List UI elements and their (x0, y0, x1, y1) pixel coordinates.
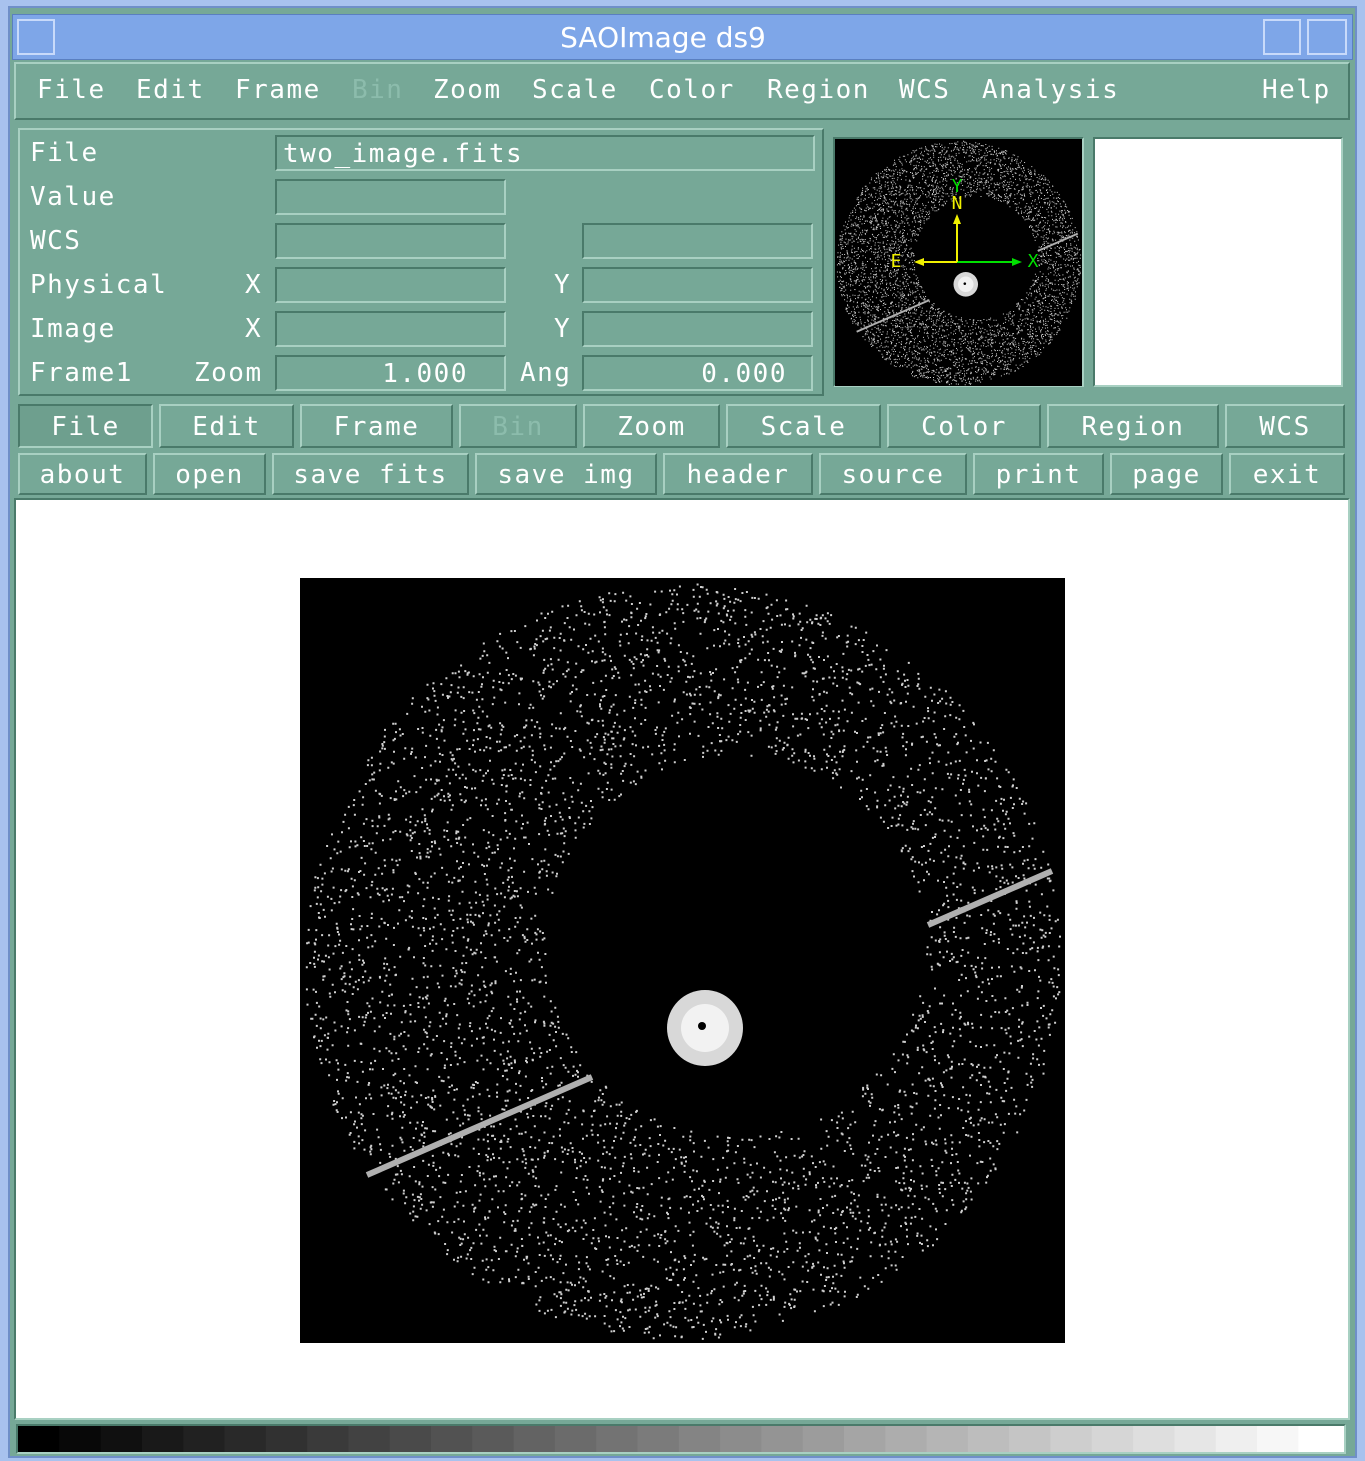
menu-item[interactable]: Analysis (982, 75, 1120, 105)
menu-item[interactable]: Color (649, 75, 735, 105)
info-field (275, 267, 506, 303)
field-value: two_image.fits (283, 139, 524, 169)
info-field: 1.000 (275, 355, 506, 391)
group-button-label: Zoom (617, 412, 686, 442)
window-menu-button[interactable] (17, 19, 55, 55)
colorbar-frame (16, 1424, 1346, 1454)
info-field (582, 223, 813, 259)
info-field (582, 267, 813, 303)
group-button[interactable]: File (18, 404, 153, 448)
group-button[interactable]: Edit (159, 404, 294, 448)
menubar (14, 62, 1350, 120)
info-label: File (30, 138, 99, 168)
group-button: Bin (459, 404, 577, 448)
menu-item[interactable]: Zoom (433, 75, 502, 105)
info-panel (18, 128, 824, 396)
command-button[interactable]: exit (1229, 453, 1345, 495)
command-button-label: save fits (293, 460, 448, 490)
command-button[interactable]: page (1110, 453, 1223, 495)
menu-item: Bin (352, 75, 404, 105)
maximize-button[interactable] (1307, 19, 1347, 55)
info-label: Physical (30, 270, 168, 300)
group-button-label: Bin (492, 412, 544, 442)
command-button-label: page (1132, 460, 1201, 490)
info-field (582, 311, 813, 347)
command-button-label: save img (497, 460, 635, 490)
info-label: Value (30, 182, 116, 212)
group-button-label: Frame (333, 412, 420, 442)
magnifier (1093, 137, 1343, 387)
info-label: Image (30, 314, 116, 344)
group-button-label: Edit (192, 412, 261, 442)
group-button-label: WCS (1259, 412, 1311, 442)
group-button[interactable]: Region (1047, 404, 1219, 448)
menu-item[interactable]: Region (767, 75, 870, 105)
zoom-label: Zoom (194, 358, 263, 388)
command-button-label: exit (1252, 460, 1322, 490)
group-button[interactable]: Zoom (583, 404, 720, 448)
group-button-label: Scale (760, 412, 847, 442)
zoom-value: 1.000 (382, 359, 468, 389)
info-field: 0.000 (582, 355, 813, 391)
angle-value: 0.000 (701, 359, 787, 389)
menu-item[interactable]: Help (1262, 75, 1331, 105)
axis-label: X (245, 314, 263, 344)
info-field (275, 179, 506, 215)
menu-item[interactable]: Edit (136, 75, 205, 105)
image-canvas (14, 498, 1350, 1420)
group-button-label: Region (1081, 412, 1185, 442)
command-button[interactable]: header (663, 453, 813, 495)
group-button-label: File (51, 412, 120, 442)
panner-frame (833, 137, 1084, 387)
group-button[interactable]: Scale (726, 404, 881, 448)
command-button-label: header (686, 460, 790, 490)
group-button[interactable]: Frame (300, 404, 453, 448)
axis-label: Y (554, 314, 572, 344)
menu-item[interactable]: Frame (235, 75, 321, 105)
command-button[interactable]: save fits (272, 453, 469, 495)
command-button-label: open (175, 460, 244, 490)
menu-item[interactable]: File (37, 75, 106, 105)
menu-item[interactable]: WCS (899, 75, 951, 105)
group-button-label: Color (921, 412, 1007, 442)
command-button[interactable]: source (819, 453, 967, 495)
command-button-label: print (995, 460, 1082, 490)
command-button[interactable]: open (153, 453, 266, 495)
axis-label: Y (554, 270, 572, 300)
command-button[interactable]: print (973, 453, 1104, 495)
axis-label: X (245, 270, 263, 300)
info-field (275, 223, 506, 259)
info-field: two_image.fits (275, 135, 815, 171)
group-button[interactable]: Color (887, 404, 1041, 448)
command-button[interactable]: about (18, 453, 147, 495)
angle-label: Ang (520, 358, 572, 388)
command-button-label: about (39, 460, 126, 490)
info-label: WCS (30, 226, 82, 256)
info-label: Frame1 (30, 358, 133, 388)
command-button[interactable]: save img (475, 453, 657, 495)
command-button-label: source (841, 460, 945, 490)
window-title: SAOImage ds9 (560, 21, 766, 54)
menu-item[interactable]: Scale (532, 75, 618, 105)
minimize-button[interactable] (1263, 19, 1301, 55)
info-field (275, 311, 506, 347)
title-bar: SAOImage ds9 (12, 14, 1353, 60)
group-button[interactable]: WCS (1225, 404, 1345, 448)
